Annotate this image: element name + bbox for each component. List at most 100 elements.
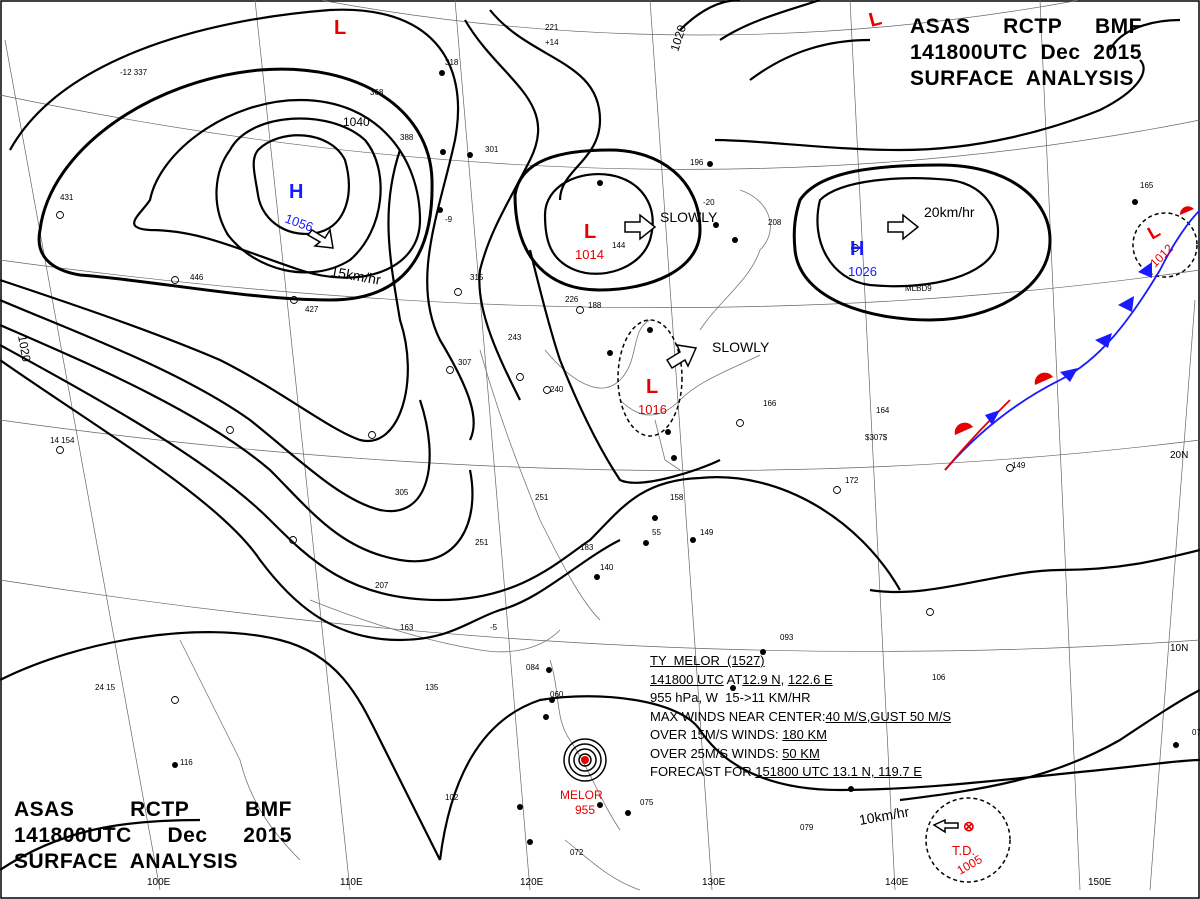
svg-text:183: 183 bbox=[580, 543, 594, 552]
svg-text:166: 166 bbox=[763, 399, 777, 408]
header-agency: ASAS bbox=[910, 15, 971, 38]
radius25-value: 50 KM bbox=[782, 745, 820, 761]
svg-text:-12 337: -12 337 bbox=[120, 68, 148, 77]
isobars bbox=[0, 0, 1200, 871]
front-line bbox=[944, 209, 1200, 471]
header-office: BMF bbox=[1095, 15, 1142, 38]
warm-front-symbols bbox=[954, 206, 1194, 435]
svg-text:207: 207 bbox=[375, 581, 389, 590]
svg-text:084: 084 bbox=[526, 663, 540, 672]
svg-text:307: 307 bbox=[458, 358, 472, 367]
header-top: ASAS RCTP BMF 141800UTC Dec 2015 SURFACE… bbox=[910, 14, 1142, 92]
pressure-center-l1012: L 1012 bbox=[1144, 221, 1176, 270]
svg-text:164: 164 bbox=[876, 406, 890, 415]
lon-label: 120E bbox=[520, 877, 544, 888]
header-station: RCTP bbox=[1003, 15, 1063, 38]
svg-text:243: 243 bbox=[508, 333, 522, 342]
typhoon-forecast: FORECAST FOR 151800 UTC 13.1 N, 119.7 E bbox=[650, 763, 951, 782]
svg-text:102: 102 bbox=[445, 793, 459, 802]
forecast-value: 151800 UTC 13.1 N, 119.7 E bbox=[755, 764, 922, 779]
lon-label: 150E bbox=[1088, 877, 1112, 888]
latitude-lines bbox=[0, 0, 1200, 652]
arrow-icon bbox=[306, 227, 334, 249]
pressure-value: 1016 bbox=[638, 402, 667, 417]
low-pressure-letter: L bbox=[334, 17, 346, 39]
typhoon-max-winds: MAX WINDS NEAR CENTER:40 M/S,GUST 50 M/S bbox=[650, 708, 951, 727]
typhoon-lon: 122.6 E bbox=[787, 671, 833, 687]
lat-label: 10N bbox=[1170, 643, 1188, 654]
svg-text:14 154: 14 154 bbox=[50, 436, 75, 445]
isobar-label: 1020 bbox=[668, 23, 690, 53]
svg-text:075: 075 bbox=[640, 798, 654, 807]
svg-text:135: 135 bbox=[425, 683, 439, 692]
radius15-label: OVER 15M/S WINDS: bbox=[650, 727, 783, 742]
radius25-label: OVER 25M/S WINDS: bbox=[650, 745, 783, 761]
arrow-icon bbox=[932, 818, 959, 834]
header-time: 141800UTC bbox=[14, 824, 132, 847]
high-pressure-letter: H bbox=[289, 181, 303, 203]
svg-text:165: 165 bbox=[1140, 181, 1154, 190]
svg-text:55: 55 bbox=[652, 528, 661, 537]
dashed-circles bbox=[617, 212, 1198, 883]
typhoon-position: 141800 UTC AT12.9 N, 122.6 E bbox=[650, 671, 833, 687]
low-pressure-letter: L bbox=[646, 376, 658, 398]
typhoon-pressure-motion: 955 hPa, W 15->11 KM/HR bbox=[650, 690, 811, 705]
cold-front-symbols bbox=[985, 262, 1152, 425]
isobar-label: 1040 bbox=[343, 115, 370, 129]
header-year: 2015 bbox=[1093, 41, 1142, 64]
typhoon-info-box: TY MELOR (1527) 141800 UTC AT12.9 N, 122… bbox=[650, 652, 951, 782]
svg-text:149: 149 bbox=[700, 528, 714, 537]
svg-text:144: 144 bbox=[612, 241, 626, 250]
max-winds-label: MAX WINDS NEAR CENTER: bbox=[650, 708, 826, 724]
header-bottom: ASAS RCTP BMF 141800UTC Dec 2015 SURFACE… bbox=[14, 797, 292, 875]
warm-front-line bbox=[944, 399, 1011, 471]
station-plots bbox=[172, 70, 1179, 845]
typhoon-25ms-radius: OVER 25M/S WINDS: 50 KM bbox=[650, 745, 951, 764]
svg-text:158: 158 bbox=[670, 493, 684, 502]
low-pressure-letter: L bbox=[1144, 221, 1164, 244]
radius15-value: 180 KM bbox=[782, 727, 828, 742]
header-station: RCTP bbox=[130, 798, 190, 821]
svg-text:$307$: $307$ bbox=[865, 433, 888, 442]
isobar-label: 1020 bbox=[15, 334, 33, 363]
arrow-icon bbox=[624, 213, 657, 241]
svg-text:388: 388 bbox=[400, 133, 414, 142]
arrow-icon bbox=[887, 213, 920, 241]
svg-text:079: 079 bbox=[1192, 728, 1200, 737]
svg-text:-9: -9 bbox=[445, 215, 453, 224]
arrow-icon bbox=[665, 344, 698, 370]
typhoon-pressure: 955 bbox=[575, 803, 595, 817]
svg-text:251: 251 bbox=[535, 493, 549, 502]
svg-text:301: 301 bbox=[485, 145, 499, 154]
forecast-label: FORECAST FOR bbox=[650, 764, 756, 779]
td-label: T.D. bbox=[952, 843, 975, 858]
svg-text:431: 431 bbox=[60, 193, 74, 202]
svg-text:-20: -20 bbox=[703, 198, 715, 207]
typhoon-isobars bbox=[563, 738, 607, 782]
header-time: 141800UTC bbox=[910, 41, 1028, 64]
station-values: -12 337 368 388 318 221 +14 301 431 -9 446 427 3… bbox=[50, 23, 1200, 857]
svg-text:427: 427 bbox=[305, 305, 319, 314]
svg-text:318: 318 bbox=[445, 58, 459, 67]
svg-text:24 15: 24 15 bbox=[95, 683, 116, 692]
pressure-center-l1016: L 1016 SLOWLY bbox=[638, 339, 770, 417]
header-agency: ASAS bbox=[14, 798, 75, 821]
header-month: Dec bbox=[1040, 41, 1081, 64]
typhoon-title: TY MELOR (1527) bbox=[650, 653, 765, 668]
svg-text:093: 093 bbox=[780, 633, 794, 642]
svg-text:240: 240 bbox=[550, 385, 564, 394]
svg-text:+14: +14 bbox=[545, 38, 559, 47]
svg-text:208: 208 bbox=[768, 218, 782, 227]
typhoon-name: MELOR bbox=[560, 788, 603, 802]
max-winds-value: 40 M/S,GUST bbox=[825, 708, 910, 724]
svg-text:446: 446 bbox=[190, 273, 204, 282]
svg-text:368: 368 bbox=[370, 88, 384, 97]
svg-text:106: 106 bbox=[932, 673, 946, 682]
lon-label: 140E bbox=[885, 877, 909, 888]
typhoon-15ms-radius: OVER 15M/S WINDS: 180 KM bbox=[650, 726, 951, 745]
pressure-center-h1026: H 1026 20km/hr bbox=[848, 204, 975, 279]
svg-text:221: 221 bbox=[545, 23, 559, 32]
header-office: BMF bbox=[245, 798, 292, 821]
